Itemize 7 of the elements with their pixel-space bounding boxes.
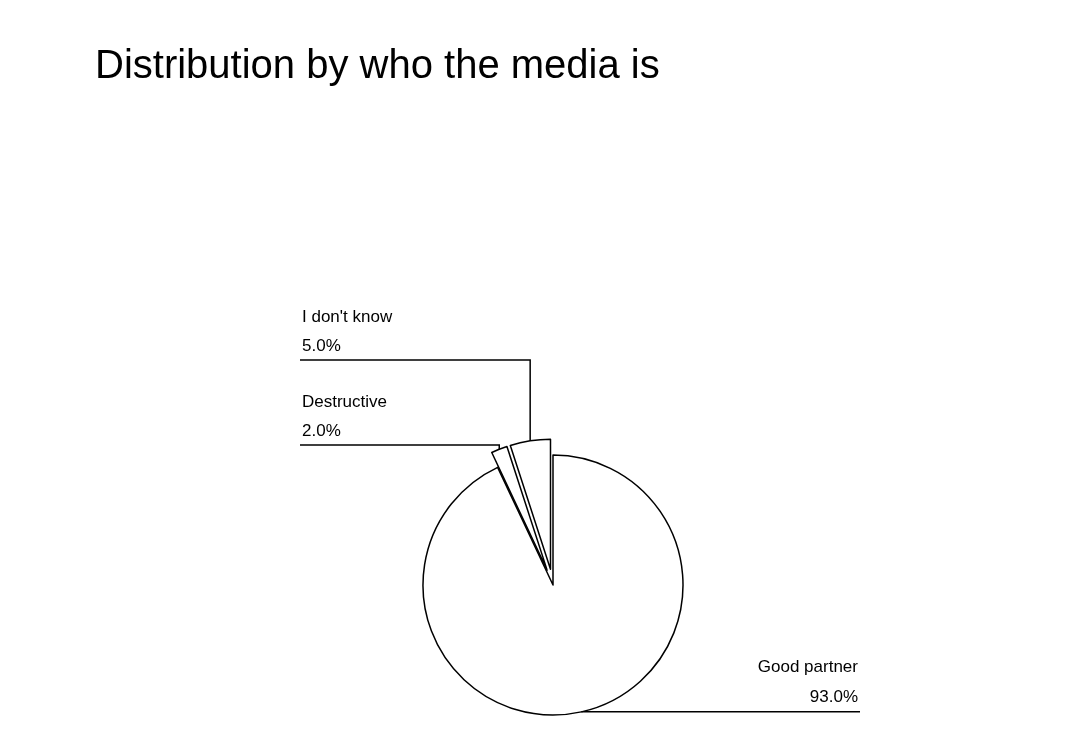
slice-label: I don't know <box>302 307 393 326</box>
data-label: 93.0% <box>809 686 858 706</box>
data-label: 2.0% <box>302 421 341 440</box>
chart-title: Distribution by who the media is <box>95 42 660 86</box>
slice-label: Good partner <box>757 656 859 676</box>
data-label: 5.0% <box>302 336 341 355</box>
slice-label: Destructive <box>302 392 388 411</box>
